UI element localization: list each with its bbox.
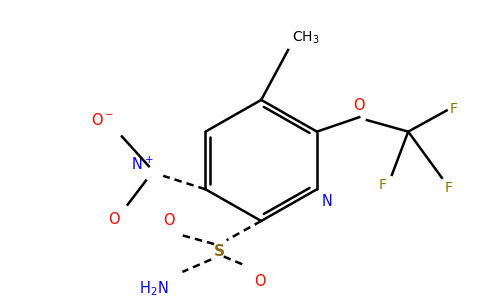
- Text: O$^-$: O$^-$: [91, 112, 114, 128]
- Text: F: F: [379, 178, 387, 192]
- Text: F: F: [445, 181, 453, 195]
- Text: O: O: [108, 212, 120, 227]
- Text: CH$_3$: CH$_3$: [292, 30, 319, 46]
- Text: O: O: [163, 213, 175, 228]
- Text: N$^+$: N$^+$: [131, 156, 153, 173]
- Text: S: S: [213, 244, 225, 259]
- Text: O: O: [255, 274, 266, 289]
- Text: H$_2$N: H$_2$N: [138, 280, 168, 298]
- Text: N: N: [322, 194, 333, 209]
- Text: F: F: [450, 102, 457, 116]
- Text: O: O: [353, 98, 365, 113]
